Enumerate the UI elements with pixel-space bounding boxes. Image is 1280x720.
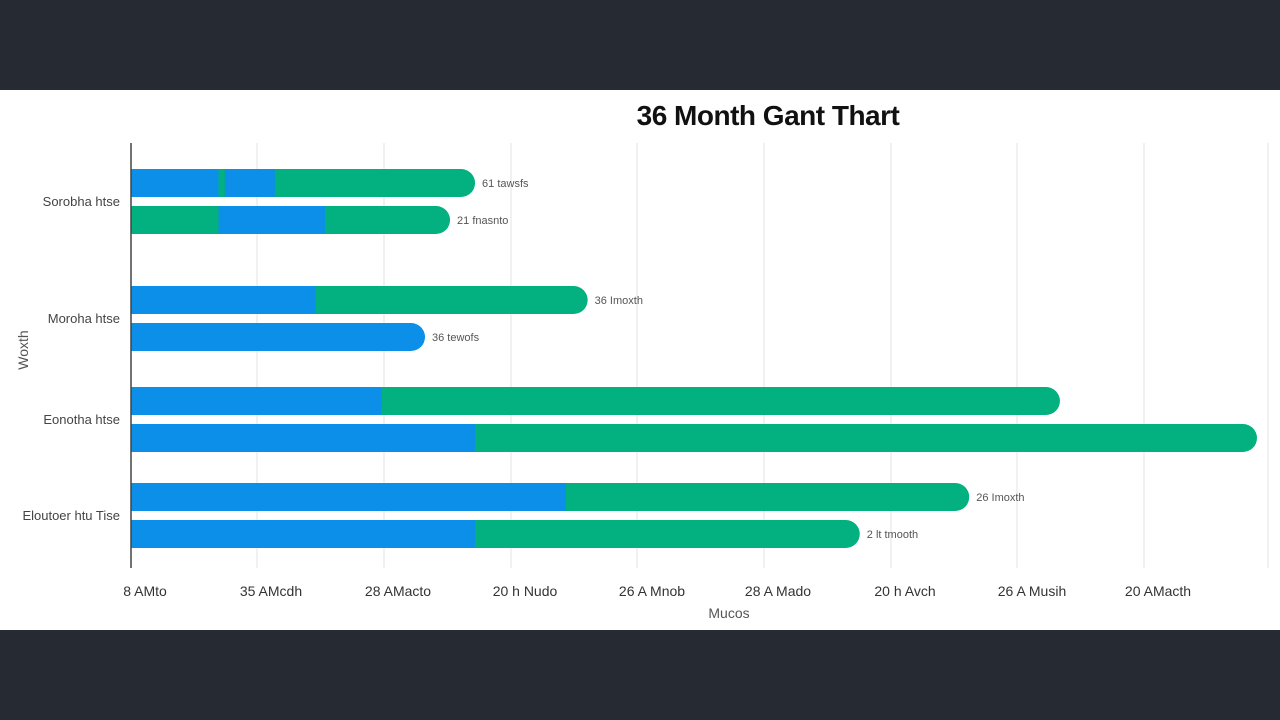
- bar-segment: [475, 520, 860, 548]
- labels: 8 AMto 35 AMcdh 28 AMacto 20 h Nudo 26 A Mno…: [22, 178, 1191, 599]
- gantt-bar: [131, 286, 588, 314]
- x-axis-title: Mucos: [708, 605, 749, 621]
- group-label: Sorobha htse: [43, 194, 120, 209]
- bar-label: 36 tewofs: [432, 332, 480, 344]
- x-tick-label: 26 A Musih: [998, 583, 1067, 599]
- gantt-bar: [131, 520, 860, 548]
- x-tick-label: 20 h Nudo: [493, 583, 558, 599]
- gantt-bar: [131, 424, 1257, 452]
- bar-label: 36 Imoxth: [595, 295, 643, 307]
- gantt-bar: [131, 323, 426, 351]
- bar-label: 21 fnasnto: [457, 215, 508, 227]
- bar-label: 26 Imoxth: [976, 492, 1024, 504]
- bar-segment: [131, 169, 220, 197]
- bar-segment: [324, 206, 451, 234]
- bar-segment: [218, 169, 226, 197]
- bar-segment: [131, 323, 426, 351]
- group-label: Eonotha htse: [43, 412, 120, 427]
- bar-segment: [131, 483, 567, 511]
- x-tick-label: 26 A Mnob: [619, 583, 685, 599]
- bar-segment: [131, 520, 476, 548]
- bar-segment: [224, 169, 276, 197]
- bar-segment: [131, 206, 220, 234]
- gantt-bar: [131, 387, 1060, 415]
- bar-segment: [131, 286, 317, 314]
- gantt-bar: [131, 169, 476, 197]
- bar-segment: [475, 424, 1257, 452]
- bar-segment: [315, 286, 588, 314]
- group-label: Eloutoer htu Tise: [22, 508, 120, 523]
- bar-segment: [381, 387, 1060, 415]
- chart-title: 36 Month Gant Thart: [636, 100, 900, 131]
- gantt-bar: [131, 483, 970, 511]
- x-tick-label: 28 AMacto: [365, 583, 431, 599]
- x-tick-label: 35 AMcdh: [240, 583, 302, 599]
- gantt-bar: [131, 206, 451, 234]
- bar-segment: [131, 387, 382, 415]
- y-axis-title: Woxth: [15, 330, 31, 369]
- x-tick-label: 28 A Mado: [745, 583, 811, 599]
- bar-segment: [274, 169, 476, 197]
- x-tick-label: 8 AMto: [123, 583, 167, 599]
- bar-label: 61 tawsfs: [482, 178, 529, 190]
- bar-label: 2 lt tmooth: [867, 529, 918, 541]
- x-tick-label: 20 h Avch: [874, 583, 935, 599]
- bars: [131, 169, 1257, 548]
- bar-segment: [218, 206, 326, 234]
- group-label: Moroha htse: [48, 311, 120, 326]
- bar-segment: [565, 483, 970, 511]
- x-tick-label: 20 AMacth: [1125, 583, 1191, 599]
- bar-segment: [131, 424, 476, 452]
